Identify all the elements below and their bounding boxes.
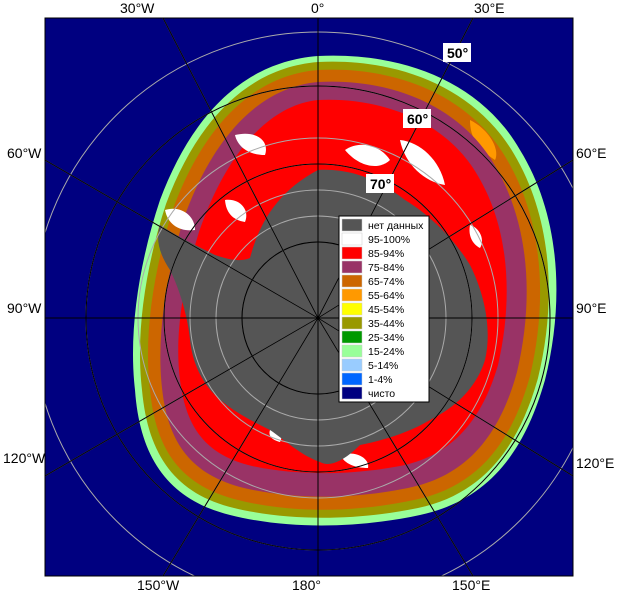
legend-label: 35-44% — [368, 318, 404, 330]
legend-swatch — [341, 344, 363, 358]
legend-label: 55-64% — [368, 290, 404, 302]
legend-label: 95-100% — [368, 234, 410, 246]
lon-180-label: 180° — [292, 577, 321, 593]
map-frame — [44, 17, 574, 577]
lon-90e-label: 90°E — [576, 300, 607, 316]
lat70-label-bg — [366, 174, 394, 193]
lon-60w-label: 60°W — [7, 145, 42, 161]
legend-swatch — [341, 232, 363, 246]
legend-swatch — [341, 246, 363, 260]
legend-swatch — [341, 386, 363, 400]
lat70-label: 70° — [370, 176, 391, 192]
legend-swatch — [341, 372, 363, 386]
legend-label: 65-74% — [368, 276, 404, 288]
lon-120w-label: 120°W — [3, 450, 46, 466]
lat60-label: 60° — [407, 111, 428, 127]
lon-60e-label: 60°E — [576, 145, 607, 161]
legend-label: 75-84% — [368, 262, 404, 274]
legend-label: 15-24% — [368, 346, 404, 358]
lon-150e-label: 150°E — [452, 577, 490, 593]
lon-0-label: 0° — [311, 0, 324, 16]
legend-swatch — [341, 302, 363, 316]
lon-120e-label: 120°E — [576, 455, 614, 471]
legend-label: 45-54% — [368, 304, 404, 316]
legend-swatch — [341, 288, 363, 302]
legend-label: 1-4% — [368, 374, 393, 386]
lat50-label: 50° — [447, 45, 468, 61]
lat50-label-bg — [443, 43, 471, 62]
ice-zone-55-64-patch — [470, 120, 497, 160]
legend-swatch — [341, 274, 363, 288]
legend-swatch — [341, 316, 363, 330]
legend-label: 25-34% — [368, 332, 404, 344]
lon-30e-label: 30°E — [474, 0, 505, 16]
legend-swatch — [341, 218, 363, 232]
legend-label: 85-94% — [368, 248, 404, 260]
legend: нет данных 95-100% 85-94% 75-84% 65-74% 55-64… — [338, 215, 430, 403]
lon-30w-label: 30°W — [120, 0, 155, 16]
lon-150w-label: 150°W — [137, 577, 180, 593]
legend-swatch — [341, 358, 363, 372]
legend-swatch — [341, 260, 363, 274]
legend-swatch — [341, 330, 363, 344]
lat60-label-bg — [403, 109, 431, 128]
legend-label: чисто — [368, 388, 395, 400]
lon-90w-label: 90°W — [7, 300, 42, 316]
legend-label: нет данных — [368, 220, 424, 232]
legend-label: 5-14% — [368, 360, 398, 372]
